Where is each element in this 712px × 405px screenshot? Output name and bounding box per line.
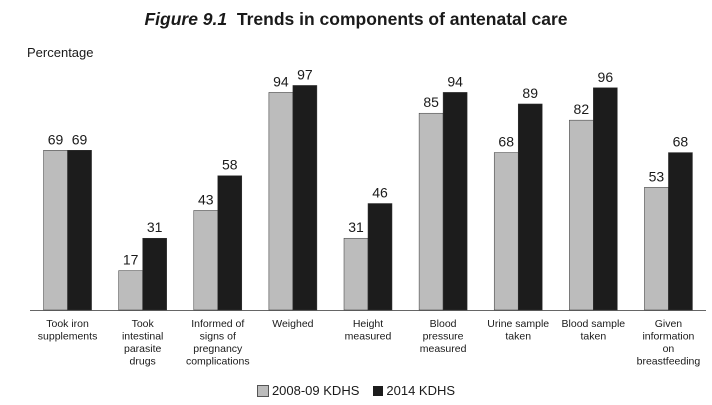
x-tick-label-line: Informed of: [191, 318, 244, 330]
x-tick-label-line: supplements: [38, 331, 98, 343]
x-tick-label-line: Given: [655, 318, 683, 330]
x-tick-label-line: Urine sample: [487, 318, 549, 330]
x-tick-label-line: information: [642, 331, 694, 343]
x-tick-label-line: parasite: [124, 343, 162, 355]
data-label-2008-09-3: 94: [273, 73, 289, 89]
data-label-2014-0: 69: [72, 131, 88, 147]
data-label-2014-6: 89: [522, 85, 538, 101]
x-tick-label-line: signs of: [200, 331, 236, 343]
bar-2014-5: [442, 92, 468, 311]
data-label-2014-8: 68: [673, 134, 689, 150]
x-tick-label-line: measured: [420, 343, 467, 355]
bar-2014-3: [292, 85, 318, 311]
x-tick-label-line: measured: [345, 331, 392, 343]
x-tick-label-1: Took intestinal parasite drugs: [122, 318, 163, 368]
figure-number: Figure 9.1: [144, 9, 228, 29]
bar-2014-4: [367, 203, 393, 311]
bar-2008-09-3: [268, 92, 294, 311]
x-tick-label-line: taken: [505, 331, 531, 343]
bar-2008-09-1: [118, 270, 143, 311]
bar-2008-09-4: [343, 237, 369, 311]
x-tick-label-line: taken: [580, 331, 606, 343]
x-tick-label-2: Informed of signs of pregnancy complication…: [186, 318, 250, 368]
data-label-2014-4: 46: [372, 185, 388, 201]
legend-swatch-2008-09: [256, 384, 269, 397]
bar-2008-09-6: [493, 152, 519, 311]
data-label-2008-09-0: 69: [48, 131, 64, 147]
chart-title-text: Trends in components of antenatal care: [236, 9, 568, 29]
x-tick-label-8: Given information on breastfeeding: [637, 318, 701, 368]
bar-2008-09-2: [193, 210, 219, 311]
data-label-2008-09-4: 31: [348, 219, 364, 235]
y-axis-label: Percentage: [27, 45, 94, 60]
data-label-2008-09-6: 68: [498, 134, 514, 150]
data-label-2014-3: 97: [297, 66, 313, 82]
data-label-2008-09-2: 43: [198, 191, 214, 207]
legend-item-2014: 2014 KDHS: [373, 383, 455, 398]
x-tick-label-line: on: [663, 343, 675, 355]
legend-label-2014: 2014 KDHS: [386, 383, 456, 398]
data-label-2008-09-1: 17: [123, 252, 139, 268]
x-tick-label-line: Height: [353, 318, 383, 330]
x-tick-label-3: Weighed: [272, 318, 313, 330]
x-tick-label-0: Took iron supplements: [38, 318, 98, 343]
x-tick-label-6: Urine sample taken: [487, 318, 549, 343]
x-tick-label-line: intestinal: [122, 331, 163, 343]
x-tick-label-line: pregnancy: [193, 343, 243, 355]
x-tick-label-line: complications: [186, 356, 250, 368]
legend-swatch-2014: [373, 385, 384, 396]
bar-2014-0: [67, 150, 92, 311]
data-label-2014-5: 94: [447, 73, 463, 89]
x-tick-label-7: Blood sample taken: [562, 318, 626, 343]
legend-label-2008-09: 2008-09 KDHS: [271, 383, 360, 398]
chart-legend: 2008-09 KDHS 2014 KDHS: [0, 383, 712, 398]
data-label-2014-2: 58: [222, 157, 238, 173]
data-label-2008-09-8: 53: [649, 168, 665, 184]
bar-2014-6: [517, 103, 543, 311]
x-tick-label-5: Blood pressure measured: [420, 318, 467, 355]
data-label-2008-09-7: 82: [574, 101, 590, 117]
bar-2008-09-8: [644, 187, 669, 311]
x-tick-label-4: Height measured: [345, 318, 392, 343]
data-label-2014-1: 31: [147, 219, 163, 235]
bar-2014-7: [593, 87, 618, 311]
data-label-2008-09-5: 85: [423, 94, 439, 110]
bar-2014-1: [142, 237, 167, 311]
bar-2008-09-7: [569, 119, 594, 311]
bar-chart: 69 69 Took iron supplements 17 31 Took intestin…: [30, 66, 706, 368]
x-tick-label-line: breastfeeding: [637, 356, 701, 368]
x-tick-label-line: Blood sample: [562, 318, 626, 330]
legend-item-2008-09: 2008-09 KDHS: [256, 383, 360, 398]
x-tick-label-line: drugs: [130, 356, 156, 368]
x-tick-label-line: pressure: [423, 331, 464, 343]
bar-2014-8: [668, 152, 693, 311]
x-tick-label-line: Weighed: [272, 318, 313, 330]
bar-2008-09-0: [43, 150, 68, 311]
data-label-2014-7: 96: [598, 69, 614, 85]
x-tick-label-line: Took iron: [46, 318, 89, 330]
x-tick-label-line: Blood: [430, 318, 457, 330]
bar-2008-09-5: [418, 112, 444, 311]
chart-title: Figure 9.1 Trends in components of anten…: [0, 9, 712, 30]
x-tick-label-line: Took: [132, 318, 155, 330]
bar-2014-2: [217, 175, 243, 311]
